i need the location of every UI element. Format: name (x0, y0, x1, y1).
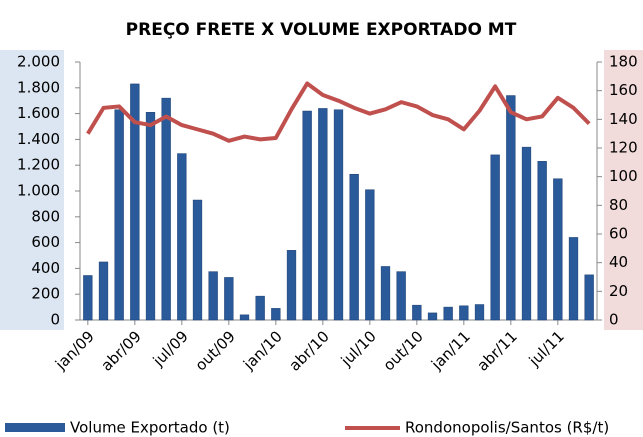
bar (553, 178, 563, 321)
bar (474, 304, 485, 321)
y2-tick-label: 60 (609, 225, 628, 243)
x-tick-label: abr/09 (97, 327, 144, 374)
bar (302, 110, 312, 321)
bar (114, 109, 124, 321)
right-axis-background (604, 50, 643, 330)
y-tick-label: 600 (31, 233, 60, 251)
y-tick-label: 1.800 (17, 78, 60, 96)
bar (349, 173, 359, 321)
bar (83, 275, 93, 321)
bar (286, 250, 297, 321)
y-tick-label: 1.400 (17, 130, 60, 148)
bar (239, 314, 250, 321)
y2-tick-label: 140 (609, 110, 638, 128)
y2-tick-label: 160 (609, 81, 638, 99)
left-axis-background (0, 50, 64, 330)
y-tick-label: 200 (31, 285, 60, 303)
bar (98, 261, 109, 321)
bar (396, 271, 406, 321)
bar (255, 295, 265, 321)
bar (224, 277, 234, 321)
y2-tick-label: 120 (609, 139, 638, 157)
x-tick-label: abr/11 (473, 327, 520, 374)
bar (271, 308, 281, 321)
bar (568, 237, 579, 321)
bar (365, 189, 375, 321)
x-tick-label: out/10 (380, 327, 427, 374)
y2-tick-label: 20 (609, 282, 628, 300)
bar (537, 161, 547, 321)
y2-tick-label: 40 (609, 253, 628, 271)
x-tick-label: jan/09 (51, 327, 98, 374)
bar (130, 83, 140, 321)
bar (380, 266, 391, 321)
y-tick-label: 1.600 (17, 104, 60, 122)
y-tick-label: 2.000 (17, 53, 60, 71)
legend-label: Rondonopolis/Santos (R$/t) (405, 419, 609, 437)
chart-title: PREÇO FRETE X VOLUME EXPORTADO MT (126, 20, 517, 40)
bar (208, 271, 218, 321)
bar (412, 304, 422, 321)
bar (192, 199, 203, 321)
bar (161, 97, 171, 321)
x-tick-label: abr/10 (285, 327, 332, 374)
y-tick-label: 0 (50, 311, 60, 329)
bar (490, 154, 500, 321)
y-tick-label: 400 (31, 259, 60, 277)
y2-tick-label: 100 (609, 167, 638, 185)
bar (333, 109, 344, 321)
bar (177, 153, 187, 321)
bar (318, 108, 328, 321)
bar (584, 274, 594, 321)
y2-tick-label: 0 (609, 311, 619, 329)
x-tick-label: jan/10 (239, 327, 286, 374)
y-tick-label: 1.000 (17, 182, 60, 200)
y2-tick-label: 180 (609, 53, 638, 71)
x-tick-label: jul/09 (149, 327, 192, 370)
line (86, 81, 591, 143)
y2-tick-label: 80 (609, 196, 628, 214)
x-tick-label: jul/11 (525, 327, 568, 370)
bar (145, 112, 156, 321)
x-tick-label: jul/10 (337, 327, 380, 370)
bar (443, 306, 453, 321)
bar (521, 146, 532, 321)
bar (459, 305, 469, 321)
legend-label: Volume Exportado (t) (70, 419, 230, 437)
legend-swatch-bar (5, 423, 65, 432)
x-tick-label: jan/11 (427, 327, 474, 374)
bar (506, 95, 516, 321)
x-tick-label: out/09 (192, 327, 239, 374)
bar (427, 312, 438, 321)
y-tick-label: 1.200 (17, 156, 60, 174)
y-tick-label: 800 (31, 207, 60, 225)
